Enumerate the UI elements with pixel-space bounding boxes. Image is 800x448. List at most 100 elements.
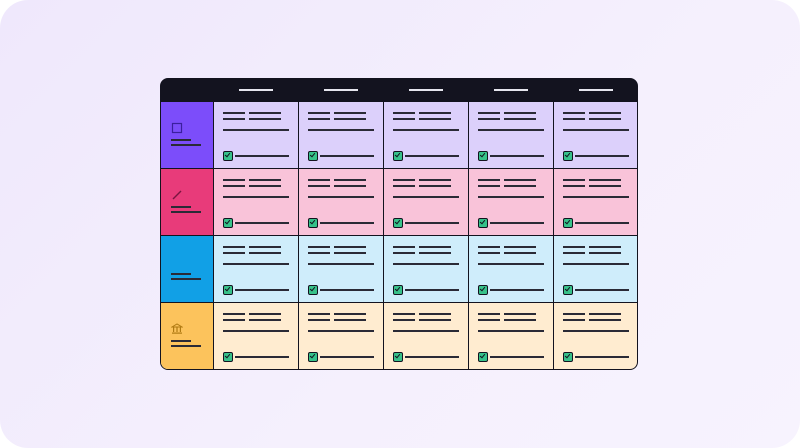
row-header-line <box>171 273 191 275</box>
placeholder-text-line <box>490 356 544 358</box>
placeholder-text-line <box>575 356 629 358</box>
placeholder-text-line <box>249 185 281 187</box>
checkbox-checked-icon <box>478 151 488 161</box>
placeholder-text-line <box>235 155 289 157</box>
placeholder-text-line <box>393 196 459 198</box>
row-divider <box>161 302 637 303</box>
placeholder-text-line <box>223 196 289 198</box>
placeholder-text-line <box>589 179 621 181</box>
placeholder-text-line <box>223 185 245 187</box>
placeholder-text-line <box>563 246 585 248</box>
placeholder-text-line <box>478 263 544 265</box>
placeholder-text-line <box>478 196 544 198</box>
placeholder-text-line <box>563 263 629 265</box>
placeholder-text-line <box>563 196 629 198</box>
placeholder-text-line <box>334 185 366 187</box>
placeholder-text-line <box>223 246 245 248</box>
placeholder-text-line <box>405 222 459 224</box>
checkbox-checked-icon <box>478 352 488 362</box>
matrix-cell <box>554 236 637 302</box>
placeholder-text-line <box>393 129 459 131</box>
matrix-row <box>161 102 637 169</box>
checkbox-checked-icon <box>308 151 318 161</box>
matrix-cell <box>469 303 554 369</box>
matrix-cell <box>384 303 469 369</box>
placeholder-text-line <box>575 289 629 291</box>
placeholder-text-line <box>334 319 366 321</box>
placeholder-text-line <box>419 118 451 120</box>
placeholder-text-line <box>393 179 415 181</box>
placeholder-text-line <box>235 289 289 291</box>
checkbox-checked-icon <box>223 352 233 362</box>
placeholder-text-line <box>393 112 415 114</box>
column-header-5 <box>579 89 613 91</box>
placeholder-text-line <box>419 313 451 315</box>
matrix-row <box>161 169 637 236</box>
placeholder-text-line <box>504 185 536 187</box>
placeholder-text-line <box>393 330 459 332</box>
square-icon <box>171 121 183 134</box>
matrix-cell <box>554 102 637 168</box>
placeholder-text-line <box>308 185 330 187</box>
placeholder-text-line <box>478 313 500 315</box>
placeholder-text-line <box>334 112 366 114</box>
placeholder-text-line <box>589 313 621 315</box>
checkbox-checked-icon <box>223 285 233 295</box>
row-header <box>161 102 214 168</box>
placeholder-text-line <box>393 252 415 254</box>
placeholder-text-line <box>478 112 500 114</box>
matrix-cell <box>554 303 637 369</box>
placeholder-text-line <box>575 155 629 157</box>
placeholder-text-line <box>478 330 544 332</box>
placeholder-text-line <box>308 313 330 315</box>
matrix-cell <box>214 102 299 168</box>
row-divider <box>161 235 637 236</box>
placeholder-text-line <box>478 246 500 248</box>
row-header-line <box>171 144 201 146</box>
checkbox-checked-icon <box>393 218 403 228</box>
placeholder-text-line <box>308 118 330 120</box>
placeholder-text-line <box>419 112 451 114</box>
placeholder-text-line <box>419 185 451 187</box>
checkbox-checked-icon <box>393 285 403 295</box>
placeholder-text-line <box>563 319 585 321</box>
matrix-table <box>160 78 638 370</box>
placeholder-text-line <box>504 112 536 114</box>
placeholder-text-line <box>235 356 289 358</box>
placeholder-text-line <box>490 155 544 157</box>
placeholder-text-line <box>490 289 544 291</box>
placeholder-text-line <box>393 246 415 248</box>
placeholder-text-line <box>563 330 629 332</box>
placeholder-text-line <box>504 252 536 254</box>
checkbox-checked-icon <box>223 218 233 228</box>
checkbox-checked-icon <box>223 151 233 161</box>
placeholder-text-line <box>223 129 289 131</box>
placeholder-text-line <box>235 222 289 224</box>
matrix-cell <box>384 169 469 235</box>
matrix-cell <box>299 102 384 168</box>
placeholder-text-line <box>308 112 330 114</box>
placeholder-text-line <box>308 252 330 254</box>
checkbox-checked-icon <box>393 352 403 362</box>
column-header-4 <box>494 89 528 91</box>
checkbox-checked-icon <box>393 151 403 161</box>
placeholder-text-line <box>419 319 451 321</box>
placeholder-text-line <box>504 179 536 181</box>
placeholder-text-line <box>478 179 500 181</box>
placeholder-text-line <box>334 118 366 120</box>
placeholder-text-line <box>223 330 289 332</box>
placeholder-text-line <box>478 118 500 120</box>
placeholder-text-line <box>308 263 374 265</box>
placeholder-text-line <box>334 252 366 254</box>
placeholder-text-line <box>223 263 289 265</box>
row-header-line <box>171 206 191 208</box>
matrix-cell <box>469 236 554 302</box>
placeholder-text-line <box>575 222 629 224</box>
placeholder-text-line <box>308 196 374 198</box>
column-header-2 <box>324 89 358 91</box>
matrix-cell <box>469 102 554 168</box>
matrix-row <box>161 236 637 303</box>
placeholder-text-line <box>589 112 621 114</box>
placeholder-text-line <box>405 155 459 157</box>
row-divider <box>161 168 637 169</box>
